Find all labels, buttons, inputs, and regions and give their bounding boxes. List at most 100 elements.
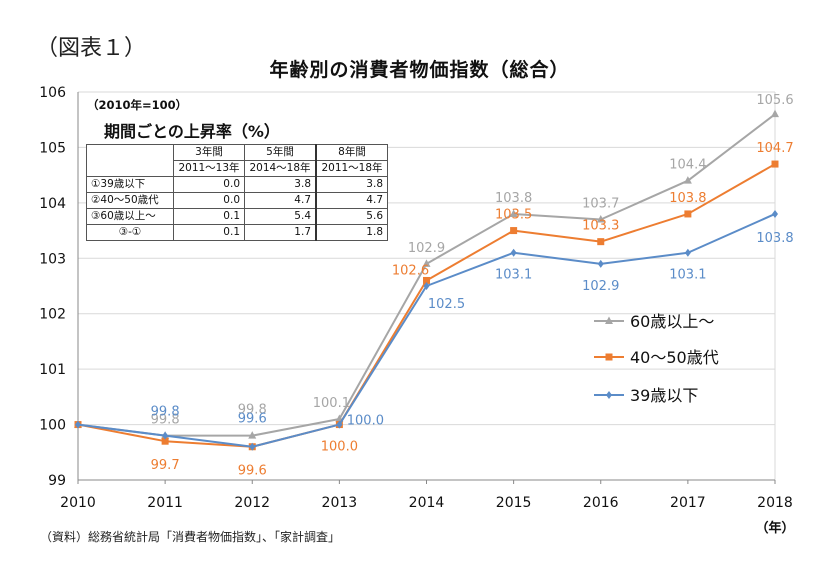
data-label: 103.7 (582, 196, 619, 211)
y-tick-label: 102 (39, 307, 66, 323)
header-period-3y: 3年間 (173, 144, 245, 161)
cell-value: 0.0 (173, 176, 245, 193)
data-point (597, 259, 604, 268)
data-point (422, 259, 431, 267)
rate-table-header-row-2: 2011～13年 2014～18年 2011～18年 (87, 160, 388, 177)
data-point (683, 176, 692, 184)
header-range-3y: 2011～13年 (173, 160, 245, 177)
data-label: 99.8 (238, 403, 267, 418)
y-tick-label: 99 (48, 473, 66, 489)
row-label: ②40～50歳代 (86, 192, 174, 209)
y-tick-label: 103 (39, 251, 66, 267)
x-tick-label: 2018 (757, 495, 793, 511)
data-label: 103.3 (582, 219, 619, 234)
data-point (510, 227, 518, 235)
row-label: ①39歳以下 (86, 176, 174, 193)
cell-value: 4.7 (244, 192, 317, 209)
row-label: ③60歳以上～ (86, 208, 174, 225)
data-point (249, 442, 256, 451)
x-tick-label: 2012 (234, 495, 270, 511)
data-point (684, 248, 691, 257)
row-label: ③-① (86, 224, 174, 241)
table-row: ①39歳以下 0.0 3.8 3.8 (86, 176, 388, 193)
data-label: 103.8 (756, 231, 793, 246)
data-label: 99.7 (151, 458, 180, 473)
cell-value: 0.1 (173, 208, 245, 225)
cell-value: 5.4 (244, 208, 317, 225)
data-label: 104.7 (756, 141, 793, 156)
data-point (248, 431, 257, 439)
cell-value: 3.8 (244, 176, 317, 193)
x-tick-label: 2015 (496, 495, 532, 511)
data-label: 100.1 (313, 396, 350, 411)
cell-value: 1.8 (315, 224, 388, 241)
data-label: 102.9 (582, 279, 619, 294)
figure-label: （図表１） (36, 36, 147, 61)
y-tick-label: 100 (39, 418, 66, 434)
data-label: 99.8 (151, 413, 180, 428)
data-label: 102.9 (408, 241, 445, 256)
table-row: ③60歳以上～ 0.1 5.4 5.6 (86, 208, 388, 225)
data-point (423, 276, 430, 284)
data-label: 103.8 (669, 191, 706, 206)
legend-label: 39歳以下 (630, 386, 698, 405)
cell-value: 0.1 (173, 224, 245, 241)
header-range-5y: 2014～18年 (244, 160, 317, 177)
chart-title: 年齢別の消費者物価指数（総合） (269, 59, 570, 81)
data-label: 99.6 (238, 412, 267, 427)
x-tick-label: 2014 (409, 495, 445, 511)
data-label: 99.6 (238, 464, 267, 479)
rate-table-header-row-1: 3年間 5年間 8年間 (86, 144, 388, 177)
table-row: ②40～50歳代 0.0 4.7 4.7 (86, 192, 388, 209)
rate-table-title: 期間ごとの上昇率（%） (104, 122, 280, 141)
data-label: 103.1 (495, 268, 532, 283)
legend-label: 40～50歳代 (630, 348, 719, 367)
data-label: 99.8 (151, 405, 180, 420)
data-point (423, 282, 430, 290)
data-label: 105.6 (756, 93, 793, 108)
header-range-8y: 2011～18年 (315, 160, 388, 177)
source-note: （資料）総務省統計局「消費者物価指数」、「家計調査」 (40, 530, 341, 544)
cell-value: 5.6 (315, 208, 388, 225)
table-row: ③-① 0.1 1.7 1.8 (86, 224, 388, 241)
header-period-8y: 8年間 (315, 144, 388, 161)
data-label: 100.0 (321, 440, 358, 455)
data-label: 103.8 (495, 191, 532, 206)
header-period-5y: 5年間 (244, 144, 317, 161)
x-tick-label: 2017 (670, 495, 706, 511)
cell-value: 4.7 (315, 192, 388, 209)
data-point (605, 353, 613, 361)
data-point (605, 316, 613, 324)
y-tick-label: 101 (39, 362, 66, 378)
x-tick-label: 2013 (322, 495, 358, 511)
data-point (771, 160, 779, 168)
x-tick-label: 2016 (583, 495, 619, 511)
data-label: 104.4 (669, 158, 706, 173)
base-year-note: （2010年=100） (87, 98, 188, 112)
data-label: 100.0 (347, 414, 384, 429)
data-point (161, 437, 169, 445)
data-label: 103.5 (495, 208, 532, 223)
data-point (684, 210, 692, 218)
x-axis-label: （年） (755, 520, 794, 536)
data-point (606, 391, 612, 399)
data-point (336, 420, 343, 429)
cell-value: 1.7 (244, 224, 317, 241)
data-label: 102.6 (392, 263, 429, 278)
data-point (597, 238, 605, 246)
data-point (162, 431, 169, 440)
data-label: 102.5 (428, 297, 465, 312)
x-tick-label: 2011 (147, 495, 183, 511)
data-point (510, 248, 517, 257)
x-tick-label: 2010 (60, 495, 96, 511)
data-point (596, 214, 605, 223)
rate-table: 3年間 5年間 8年間 2011～13年 2014～18年 2011～18年 ①… (86, 144, 388, 241)
data-label: 103.1 (669, 268, 706, 283)
cell-value: 3.8 (315, 176, 388, 193)
data-point (75, 420, 81, 429)
rate-table-corner (86, 144, 174, 177)
y-tick-label: 105 (39, 140, 66, 156)
cell-value: 0.0 (173, 192, 245, 209)
